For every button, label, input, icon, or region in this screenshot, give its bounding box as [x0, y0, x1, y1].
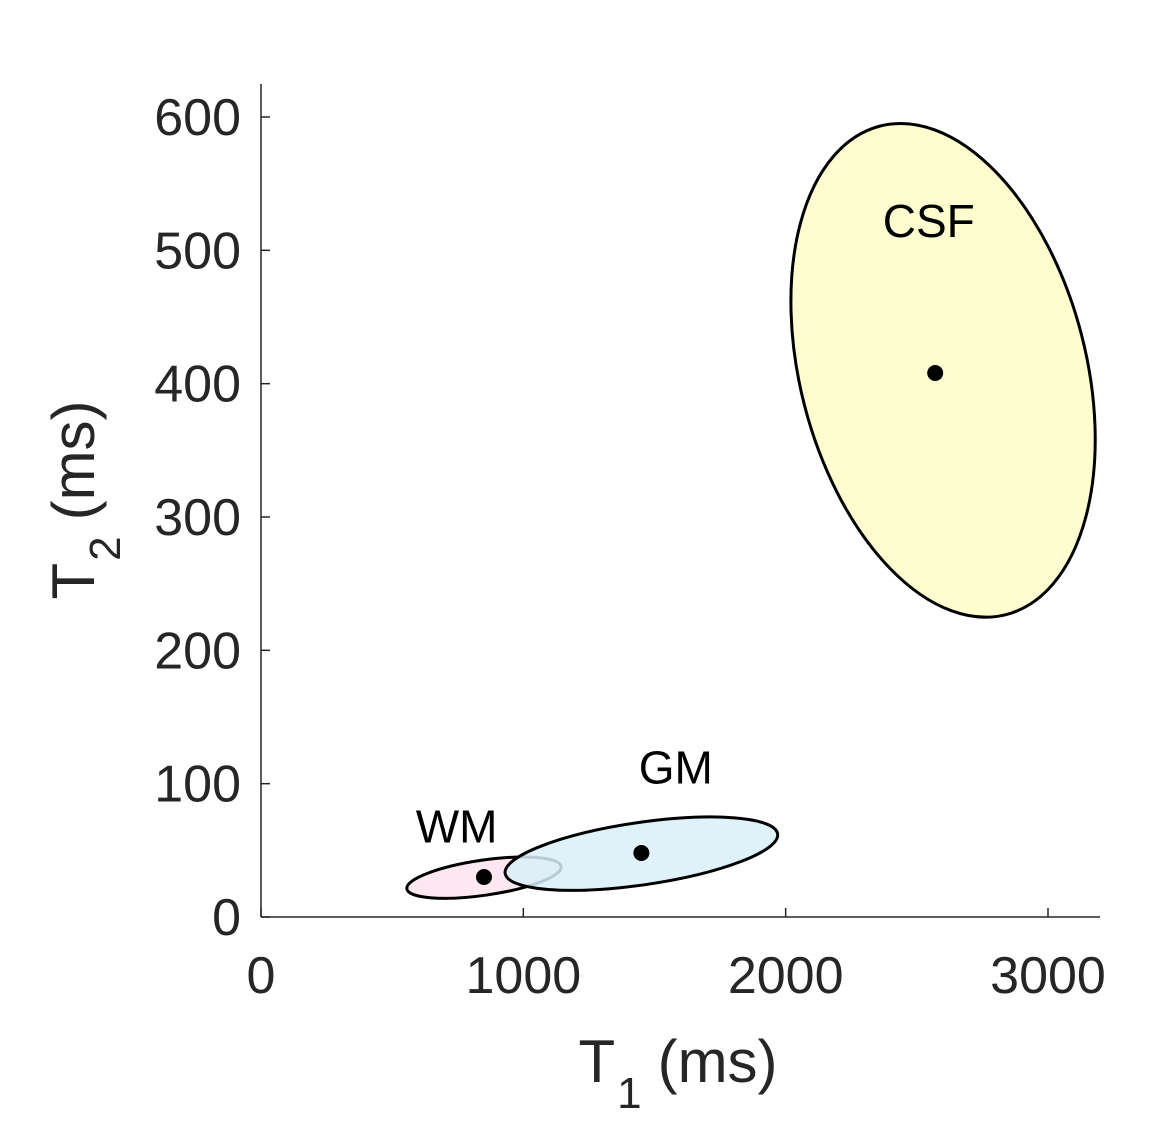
y-tick-label: 300 [154, 489, 241, 547]
x-axis-title-unit: (ms) [658, 1028, 778, 1095]
y-axis-title-subscript: 2 [81, 536, 130, 560]
y-tick-label: 400 [154, 356, 241, 414]
y-axis-title: T 2 (ms) [40, 400, 130, 599]
y-tick-label: 0 [212, 889, 241, 947]
center-points [475, 365, 944, 885]
y-axis-title-unit: (ms) [40, 400, 107, 520]
y-tick-label: 600 [154, 89, 241, 147]
y-tick-label: 200 [154, 622, 241, 680]
point-gm [633, 845, 650, 861]
y-tick-label: 100 [154, 756, 241, 814]
region-ellipses [405, 122, 1097, 900]
x-axis-title-main: T [578, 1028, 615, 1095]
x-tick-label: 0 [247, 947, 276, 1005]
x-tick-label: 3000 [990, 947, 1106, 1005]
region-labels: WM GM CSF [416, 195, 975, 852]
point-wm [475, 869, 492, 885]
y-axis-ticks: 0 100 200 300 400 500 600 [154, 89, 270, 947]
x-axis-title: T1 (ms) [578, 1028, 777, 1118]
ellipse-csf [789, 122, 1097, 619]
x-tick-label: 1000 [465, 947, 581, 1005]
label-gm: GM [639, 742, 713, 794]
y-tick-label: 500 [154, 222, 241, 280]
x-axis-title-subscript: 1 [617, 1069, 641, 1118]
label-wm: WM [416, 800, 498, 852]
point-csf [927, 365, 944, 381]
x-tick-label: 2000 [728, 947, 844, 1005]
axes [260, 84, 1100, 918]
y-axis-title-main: T [40, 563, 107, 600]
x-axis-ticks: 0 1000 2000 3000 [247, 908, 1106, 1005]
label-csf: CSF [883, 195, 975, 247]
